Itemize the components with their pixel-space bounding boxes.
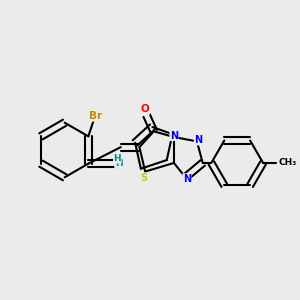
Text: N: N: [194, 135, 202, 145]
Text: H: H: [115, 159, 122, 168]
Text: CH₃: CH₃: [278, 158, 297, 167]
Text: Br: Br: [89, 111, 102, 121]
Text: H: H: [113, 154, 121, 163]
Text: N: N: [183, 174, 191, 184]
Text: N: N: [170, 130, 178, 141]
Text: S: S: [140, 173, 147, 183]
Text: O: O: [141, 104, 150, 114]
